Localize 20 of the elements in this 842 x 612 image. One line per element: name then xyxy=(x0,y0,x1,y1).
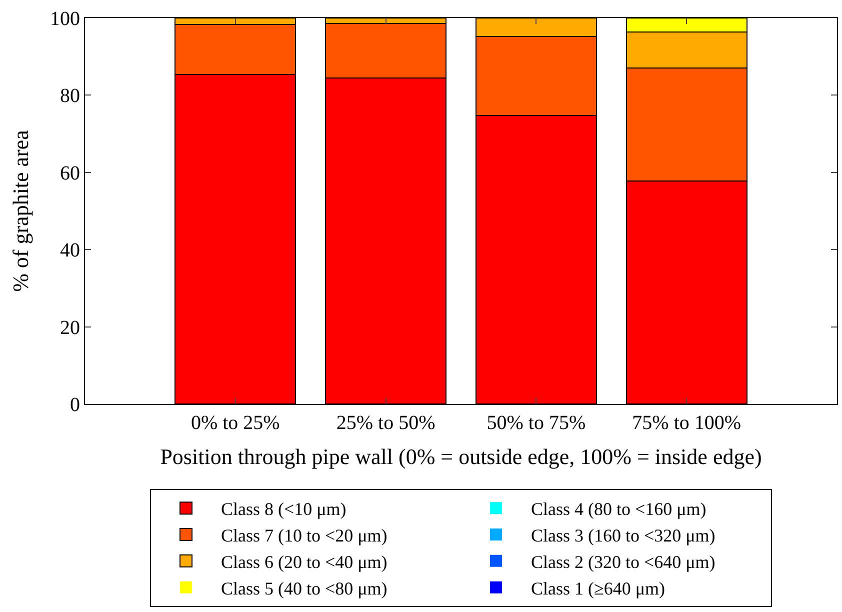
legend-label: Class 4 (80 to <160 μm) xyxy=(531,499,706,520)
legend-label: Class 1 (≥640 μm) xyxy=(531,578,666,598)
y-tick-label: 80 xyxy=(60,85,80,108)
x-tick-label: 0% to 25% xyxy=(190,412,280,434)
legend-label: Class 2 (320 to <640 μm) xyxy=(531,552,716,572)
legend-label: Class 5 (40 to <80 μm) xyxy=(221,578,388,598)
y-tick-label: 40 xyxy=(60,240,80,262)
y-tick-label: 0 xyxy=(70,394,80,416)
y-tick-label: 60 xyxy=(60,162,80,184)
y-axis-title: % of graphite area xyxy=(8,130,33,292)
x-tick-label: 25% to 50% xyxy=(336,412,436,434)
x-axis-title: Position through pipe wall (0% = outside edge, 100% = inside edge) xyxy=(160,444,762,469)
y-tick-label: 100 xyxy=(50,8,80,30)
legend-label: Class 7 (10 to <20 μm) xyxy=(221,526,388,546)
legend-label: Class 8 (<10 μm) xyxy=(221,499,346,520)
legend-label: Class 6 (20 to <40 μm) xyxy=(221,552,388,572)
legend-label: Class 3 (160 to <320 μm) xyxy=(531,526,716,546)
x-tick-label: 75% to 100% xyxy=(632,412,742,434)
y-tick-label: 20 xyxy=(60,316,80,339)
x-tick-label: 50% to 75% xyxy=(486,412,586,434)
